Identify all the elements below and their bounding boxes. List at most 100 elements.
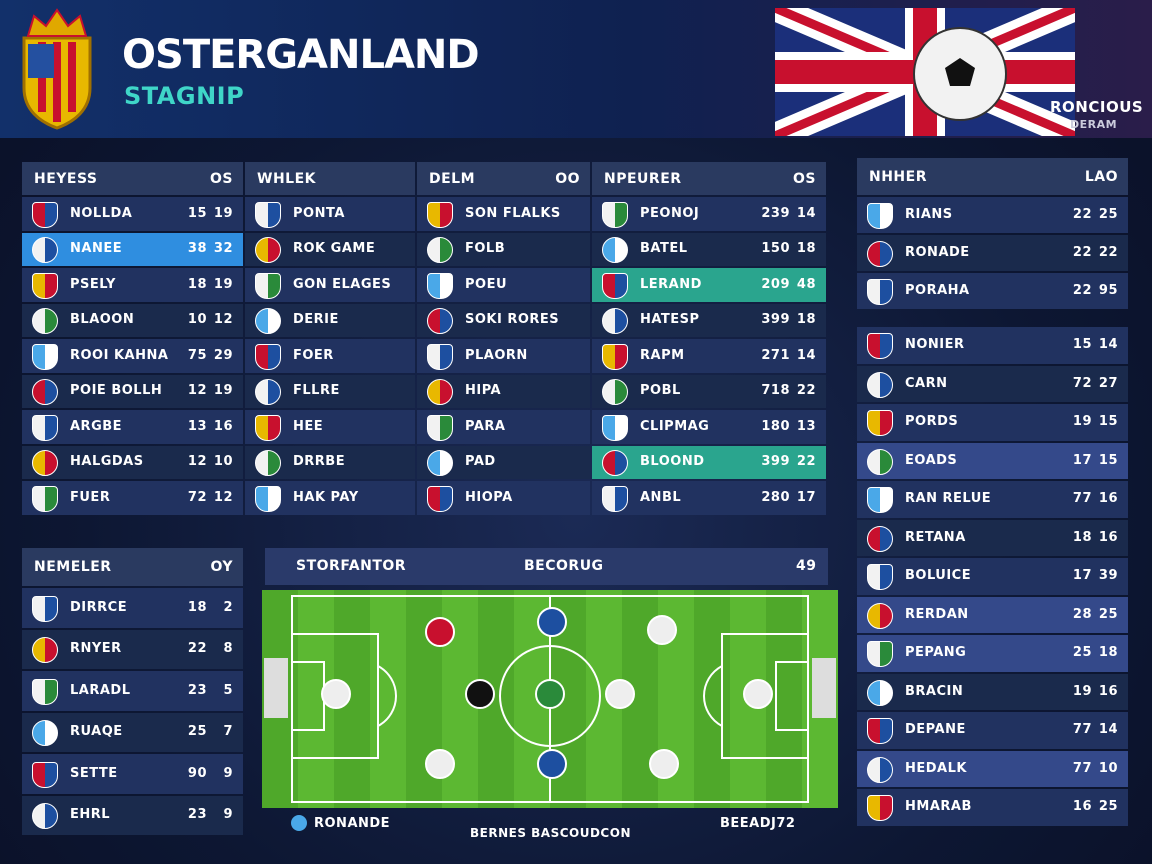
- table-row: [857, 197, 1128, 233]
- header-label: NHHER: [869, 168, 927, 185]
- stat: 8: [223, 641, 233, 657]
- header-label: NEMELER: [34, 559, 112, 575]
- table-row: [592, 197, 826, 231]
- stat: 9: [223, 765, 233, 781]
- pitch-title: STORFANTOR: [296, 558, 407, 574]
- stat: 25: [1098, 799, 1118, 815]
- team-icon: [602, 379, 628, 406]
- stat: 718: [761, 383, 790, 399]
- team-icon: [32, 761, 58, 788]
- team-icon: [427, 485, 453, 512]
- stat: 12: [213, 489, 233, 505]
- team-icon: [602, 272, 628, 299]
- team-name: ROK GAME: [293, 241, 376, 257]
- team-icon: [255, 414, 281, 441]
- flag: [775, 8, 1075, 136]
- game-subtitle: STAGNIP: [124, 82, 245, 110]
- stat: 12: [187, 383, 207, 399]
- header-label: NPEURER: [604, 170, 682, 187]
- stat: 72: [1072, 375, 1092, 391]
- stat: 2: [223, 599, 233, 615]
- table-row: [22, 268, 243, 302]
- stat: 16: [1072, 799, 1092, 815]
- team-icon: [427, 379, 453, 406]
- team-name: BATEL: [640, 241, 688, 257]
- team-name: NANEE: [70, 241, 123, 257]
- team-icon: [255, 343, 281, 370]
- table-row: [22, 795, 243, 835]
- table-row: [857, 750, 1128, 787]
- team-name: ANBL: [640, 489, 682, 505]
- stat: 18: [796, 241, 816, 257]
- stat: 12: [213, 312, 233, 328]
- table-row: [857, 558, 1128, 595]
- team-icon: [32, 308, 58, 335]
- table-row: [592, 445, 826, 479]
- team-name: PLAORN: [465, 347, 528, 363]
- header-label: WHLEK: [257, 170, 316, 187]
- table-row: [22, 445, 243, 479]
- stat: 13: [796, 418, 816, 434]
- team-icon: [255, 237, 281, 264]
- stat: 17: [1072, 452, 1092, 468]
- stat: 25: [1098, 207, 1118, 222]
- team-name: ARGBE: [70, 418, 123, 434]
- table-header: [417, 162, 590, 195]
- stat: 22: [1072, 207, 1092, 222]
- team-name: CARN: [905, 375, 948, 391]
- team-name: HMARAB: [905, 799, 972, 815]
- team-name: GON ELAGES: [293, 276, 392, 292]
- team-icon: [867, 410, 893, 437]
- stat: 12: [187, 454, 207, 470]
- stat: 19: [213, 276, 233, 292]
- table-row: [857, 327, 1128, 364]
- table-row: [857, 365, 1128, 402]
- team-icon: [32, 485, 58, 512]
- stat: 14: [796, 347, 816, 363]
- team-name: FOER: [293, 347, 334, 363]
- team-icon: [867, 525, 893, 552]
- table-row: [22, 671, 243, 711]
- stat: 38: [187, 241, 207, 257]
- stat: 95: [1098, 283, 1118, 298]
- team-name: SETTE: [70, 765, 118, 781]
- table-row: [22, 232, 243, 266]
- table-row: [857, 673, 1128, 710]
- stat: 32: [213, 241, 233, 257]
- footer-text: BEEADJ72: [720, 816, 796, 831]
- team-name: POEU: [465, 276, 508, 292]
- table-header: [22, 548, 243, 586]
- stat: 22: [796, 454, 816, 470]
- stat: 77: [1072, 760, 1092, 776]
- header-label: LAO: [1084, 168, 1118, 185]
- team-name: POIE BOLLH: [70, 383, 163, 399]
- stat: 22: [1072, 245, 1092, 260]
- team-name: BRACIN: [905, 683, 964, 699]
- team-name: HATESP: [640, 312, 700, 328]
- team-icon: [867, 602, 893, 629]
- team-icon: [32, 803, 58, 830]
- team-name: CLIPMAG: [640, 418, 710, 434]
- team-name: EOADS: [905, 452, 958, 468]
- team-name: LARADL: [70, 682, 131, 698]
- stat: 22: [796, 383, 816, 399]
- team-name: RAN RELUE: [905, 491, 992, 507]
- stat: 77: [1072, 722, 1092, 738]
- stat: 18: [1098, 645, 1118, 661]
- table-row: [22, 339, 243, 373]
- team-name: SOKI RORES: [465, 312, 560, 328]
- stat: 75: [187, 347, 207, 363]
- team-icon: [32, 379, 58, 406]
- team-name: DEPANE: [905, 722, 966, 738]
- team-icon: [867, 371, 893, 398]
- team-icon: [602, 485, 628, 512]
- team-name: RAPM: [640, 347, 685, 363]
- team-name: BOLUICE: [905, 568, 972, 584]
- stat: 90: [187, 765, 207, 781]
- team-icon: [32, 720, 58, 747]
- stat: 239: [761, 205, 790, 221]
- stat: 14: [1098, 337, 1118, 353]
- team-icon: [867, 203, 893, 229]
- team-icon: [32, 678, 58, 705]
- team-icon: [602, 308, 628, 335]
